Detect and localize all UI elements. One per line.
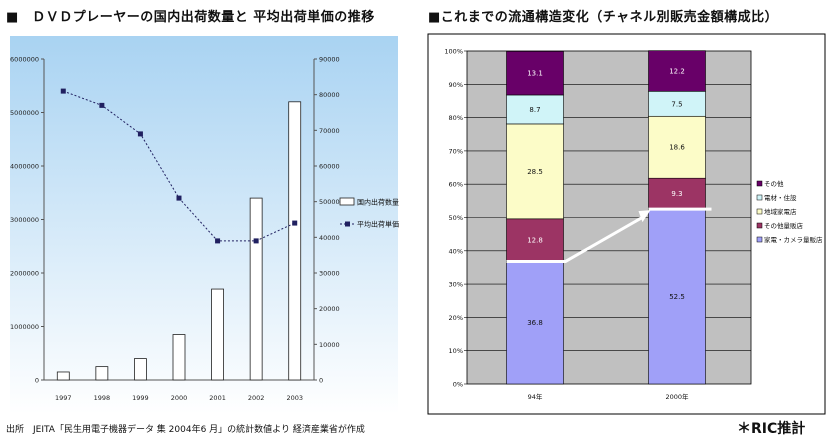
right-y-tick-label: 70000 [319, 127, 340, 135]
right-y-tick-label: 40000 [319, 234, 340, 242]
right-y-tick-label: 10000 [319, 341, 340, 349]
x-tick-label: 1999 [132, 394, 149, 402]
x-tick-label: 2002 [248, 394, 265, 402]
shipment-bar [172, 334, 186, 381]
shipment-bar [249, 197, 263, 381]
price-point [137, 131, 143, 137]
right-y-tick-label: 50000 [319, 198, 340, 206]
price-point [99, 102, 105, 108]
legend-swatch-shipments [339, 197, 355, 206]
shipment-bar [56, 371, 70, 381]
right-y-tick-label: 90000 [319, 56, 340, 64]
left-y-tick-label: 6000000 [10, 56, 39, 64]
shipment-bar [288, 101, 302, 381]
left-y-tick-label: 4000000 [10, 163, 39, 171]
left-y-tick-label: 2000000 [10, 270, 39, 278]
x-tick-label: 1997 [55, 394, 72, 402]
right-chart-title: ■これまでの流通構造変化（チャネル別販売金額構成比） [428, 10, 779, 25]
left-y-tick-label: 3000000 [10, 216, 39, 224]
x-tick-label: 2001 [209, 394, 226, 402]
price-point [176, 195, 182, 201]
x-tick-label: 1998 [94, 394, 111, 402]
x-tick-label: 2003 [286, 394, 303, 402]
shipment-bar [211, 288, 224, 381]
source-footnote: 出所 JEITA「民生用電子機器データ 集 2004年6 月」の統計数値より 経… [6, 425, 365, 435]
left-y-tick-label: 1000000 [10, 323, 39, 331]
right-y-tick-label: 20000 [319, 305, 340, 313]
price-point [60, 88, 66, 94]
price-point [292, 220, 298, 226]
price-point [215, 238, 221, 244]
right-y-tick-label: 80000 [319, 91, 340, 99]
left-y-tick-label: 0 [35, 377, 39, 385]
right-y-tick-label: 60000 [319, 163, 340, 171]
shipment-bar [134, 358, 147, 381]
legend-marker-price [345, 221, 350, 227]
right-y-tick-label: 0 [319, 377, 323, 385]
left-chart-title: ■ ＤＶＤプレーヤーの国内出荷数量と 平均出荷単価の推移 [6, 10, 375, 25]
shipment-bar [95, 366, 109, 381]
estimate-credit: ＊RIC推計 [737, 421, 806, 437]
legend-label-shipments: 国内出荷数量 [357, 198, 399, 207]
right-y-tick-label: 30000 [319, 270, 340, 278]
legend-label-price: 平均出荷単価 [357, 220, 399, 229]
left-chart-background [10, 36, 398, 414]
x-tick-label: 2000 [171, 394, 188, 402]
price-point [253, 238, 259, 244]
left-y-tick-label: 5000000 [10, 109, 39, 117]
